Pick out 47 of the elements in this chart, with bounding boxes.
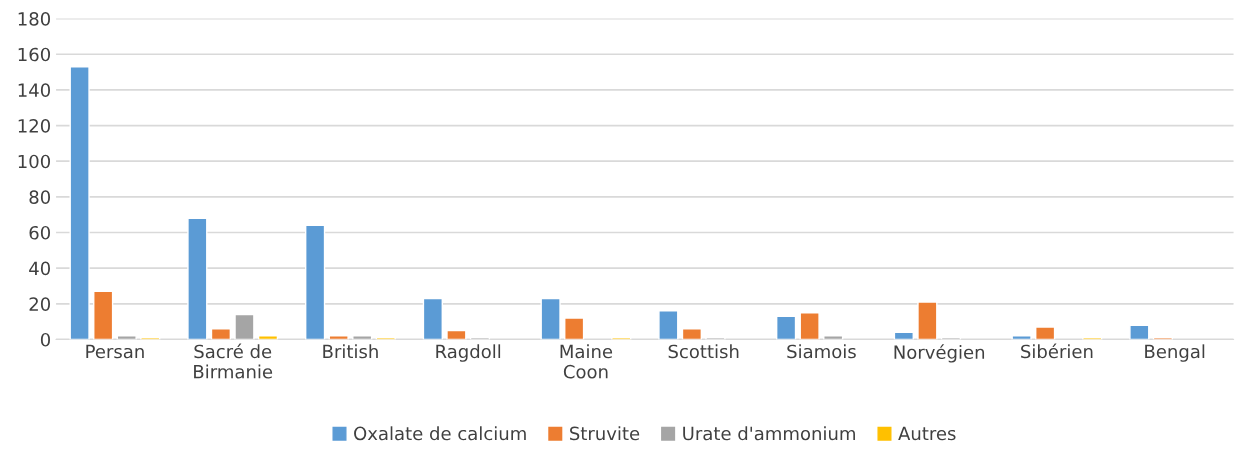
bar: [352, 335, 373, 340]
x-tick-label: Maine Coon: [560, 344, 613, 379]
x-tick-label: Siamois: [787, 344, 856, 359]
bar: [658, 310, 679, 340]
bar: [257, 335, 279, 340]
legend-label: Struvite: [570, 426, 640, 441]
y-tick-label: 0: [40, 332, 51, 347]
bar: [422, 297, 443, 340]
legend-label: Urate d'ammonium: [683, 426, 855, 441]
bar: [1011, 335, 1032, 340]
y-tick-label: 40: [29, 261, 51, 276]
bar: [328, 335, 349, 340]
bar: [564, 317, 585, 340]
bar: [446, 329, 467, 340]
bar: [681, 328, 703, 340]
y-tick-label: 20: [29, 297, 51, 311]
legend-label: Autres: [898, 426, 956, 441]
bar: [69, 66, 90, 340]
bar: [234, 313, 255, 340]
x-tick-label: Sibérien: [1021, 343, 1093, 359]
bar: [1129, 324, 1150, 340]
x-tick-label: Ragdoll: [436, 344, 501, 362]
y-tick-label: 100: [18, 154, 51, 169]
bar: [116, 335, 137, 340]
bar: [187, 217, 208, 340]
x-tick-label: British: [323, 344, 378, 359]
y-tick-label: 140: [18, 83, 51, 98]
bar: [93, 290, 114, 340]
bar: [799, 312, 820, 340]
bar: [304, 224, 326, 340]
y-tick-label: 160: [18, 47, 51, 62]
x-tick-label: Norvégien: [894, 344, 985, 363]
y-tick-label: 180: [18, 12, 51, 26]
x-tick-label: Bengal: [1145, 344, 1205, 362]
y-tick-label: 120: [18, 119, 51, 133]
bar: [1035, 326, 1056, 340]
bar: [823, 335, 844, 340]
bar: [210, 328, 232, 340]
bar: [540, 297, 561, 340]
bar: [775, 315, 797, 340]
legend-label: Oxalate de calcium: [354, 426, 526, 441]
y-tick-label: 80: [29, 190, 51, 204]
bar: [917, 301, 938, 340]
x-tick-label: Persan: [86, 344, 144, 359]
x-tick-label: Scottish: [668, 344, 739, 359]
y-tick-label: 60: [29, 225, 51, 240]
x-tick-label: Sacré de Birmanie: [194, 343, 273, 379]
